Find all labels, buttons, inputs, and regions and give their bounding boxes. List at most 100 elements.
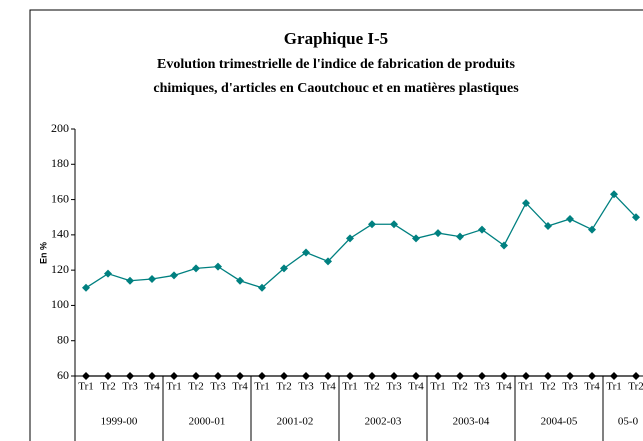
data-point [126, 276, 134, 285]
data-point [346, 372, 354, 380]
data-point [522, 372, 530, 380]
data-point [500, 241, 508, 250]
x-tick-label: Tr2 [452, 381, 468, 393]
chart-frame [29, 9, 643, 441]
data-point [258, 372, 266, 380]
data-point [456, 372, 464, 380]
y-tick-label: 100 [51, 297, 69, 311]
data-point [588, 225, 596, 234]
data-point [434, 229, 442, 238]
chart-subtitle: Evolution trimestrielle de l'indice de f… [157, 57, 515, 72]
data-point [632, 372, 640, 380]
data-point [566, 214, 574, 223]
chart-title: Graphique I-5 [284, 29, 388, 48]
x-tick-label: Tr4 [144, 381, 160, 393]
y-tick-label: 200 [51, 121, 69, 135]
y-tick-label: 120 [51, 262, 69, 276]
data-point [280, 372, 288, 380]
x-tick-label: Tr2 [628, 381, 643, 393]
data-point [236, 372, 244, 380]
x-tick-label: Tr2 [276, 381, 292, 393]
data-point [434, 372, 442, 380]
data-point [104, 269, 112, 278]
data-point [500, 372, 508, 380]
group-label: 1999-00 [101, 416, 138, 428]
y-tick-label: 80 [57, 332, 69, 346]
data-point [456, 232, 464, 241]
data-point [522, 199, 530, 208]
data-point [170, 271, 178, 280]
data-point [302, 372, 310, 380]
x-tick-label: Tr1 [342, 381, 358, 393]
data-point [148, 372, 156, 380]
x-tick-label: Tr2 [540, 381, 556, 393]
y-axis-label: En % [38, 242, 48, 264]
group-label: 2002-03 [365, 416, 402, 428]
data-point [214, 262, 222, 271]
x-tick-label: Tr4 [584, 381, 600, 393]
x-tick-label: Tr2 [364, 381, 380, 393]
group-label: 2004-05 [541, 416, 578, 428]
data-point [544, 222, 552, 231]
x-tick-label: Tr1 [430, 381, 446, 393]
x-tick-label: Tr2 [100, 381, 116, 393]
x-tick-label: Tr3 [298, 381, 314, 393]
y-tick-label: 140 [51, 227, 69, 241]
x-tick-label: Tr2 [188, 381, 204, 393]
x-tick-label: Tr4 [408, 381, 424, 393]
data-point [280, 264, 288, 273]
group-label: 2001-02 [277, 416, 314, 428]
y-tick-label: 60 [57, 368, 69, 382]
y-tick-label: 180 [51, 156, 69, 170]
data-point [390, 220, 398, 229]
group-label: 05-0 [618, 416, 639, 428]
x-tick-label: Tr1 [166, 381, 182, 393]
data-point [368, 372, 376, 380]
chart-subtitle: chimiques, d'articles en Caoutchouc et e… [153, 81, 519, 96]
data-point [412, 372, 420, 380]
x-tick-label: Tr4 [232, 381, 248, 393]
y-tick-label: 160 [51, 191, 69, 205]
data-point [302, 248, 310, 257]
data-point [478, 225, 486, 234]
x-tick-label: Tr1 [606, 381, 622, 393]
data-point [148, 274, 156, 283]
x-tick-label: Tr1 [254, 381, 270, 393]
group-label: 2000-01 [189, 416, 226, 428]
data-point [632, 213, 640, 222]
series-line [85, 193, 637, 289]
data-point [544, 372, 552, 380]
data-point [258, 283, 266, 292]
data-point [214, 372, 222, 380]
data-point [170, 372, 178, 380]
data-point [126, 372, 134, 380]
data-point [324, 372, 332, 380]
x-tick-label: Tr4 [320, 381, 336, 393]
data-point [192, 264, 200, 273]
x-tick-label: Tr3 [122, 381, 138, 393]
data-point [236, 276, 244, 285]
x-tick-label: Tr3 [474, 381, 490, 393]
data-point [192, 372, 200, 380]
data-point [610, 190, 618, 199]
x-tick-label: Tr4 [496, 381, 512, 393]
data-point [566, 372, 574, 380]
data-point [588, 372, 596, 380]
data-point [390, 372, 398, 380]
x-tick-label: Tr3 [210, 381, 226, 393]
data-point [610, 372, 618, 380]
x-tick-label: Tr1 [78, 381, 94, 393]
data-point [324, 257, 332, 266]
data-point [412, 234, 420, 243]
x-tick-label: Tr3 [562, 381, 578, 393]
data-point [478, 372, 486, 380]
data-point [82, 283, 90, 292]
data-point [104, 372, 112, 380]
x-tick-label: Tr3 [386, 381, 402, 393]
data-point [368, 220, 376, 229]
data-point [82, 372, 90, 380]
group-label: 2003-04 [453, 416, 490, 428]
data-point [346, 234, 354, 243]
